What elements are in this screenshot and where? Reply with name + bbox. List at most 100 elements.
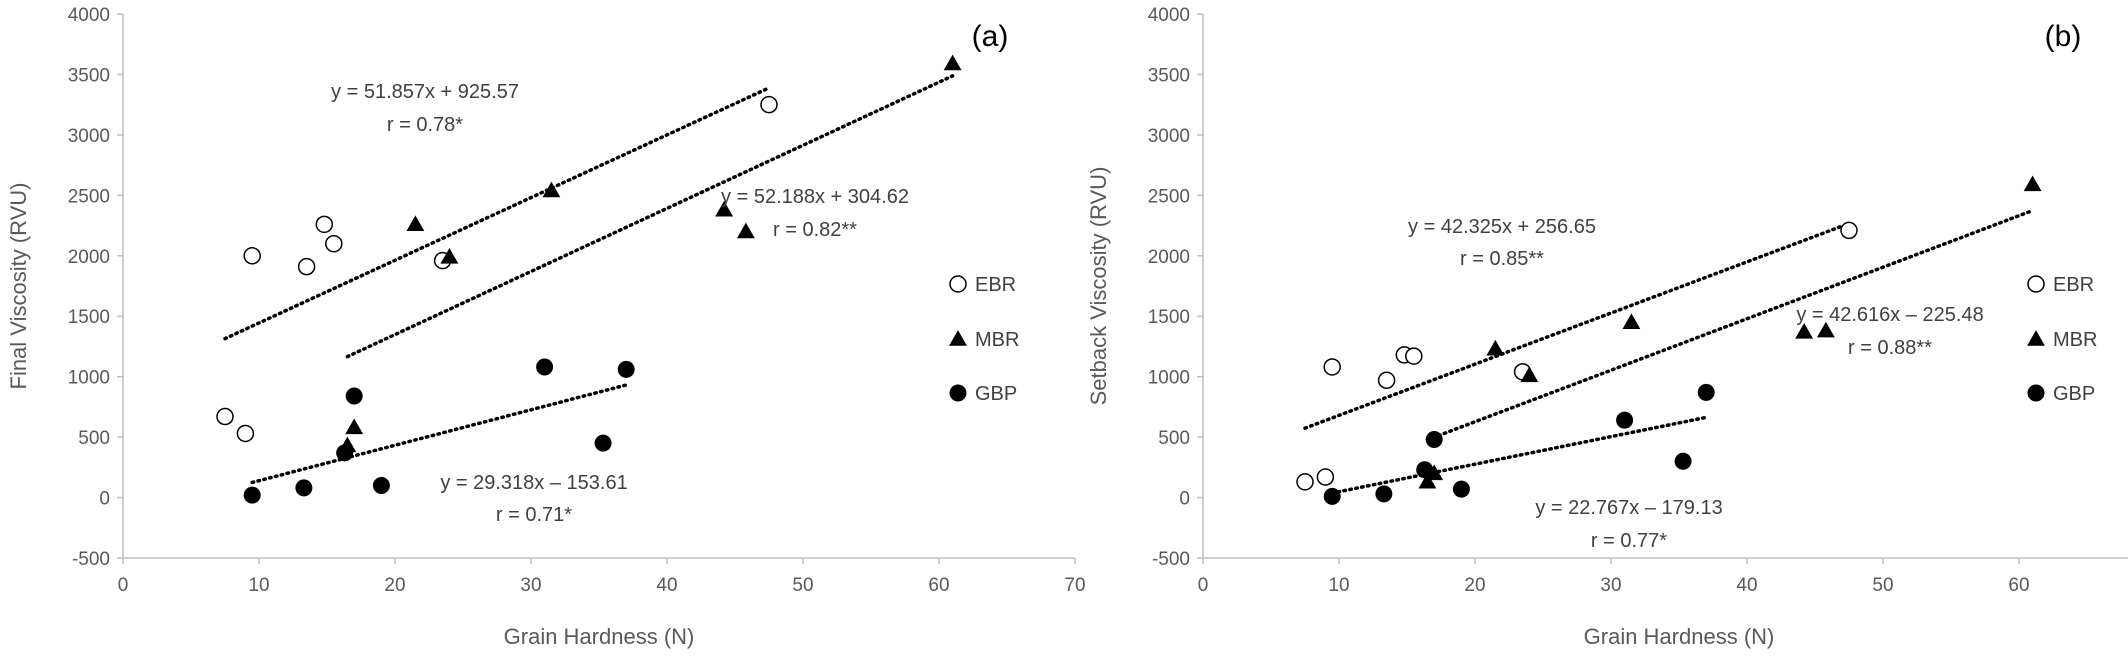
x-tick-label: 70 (1064, 575, 1085, 596)
data-point-ebr (1323, 358, 1341, 376)
data-point-gbp (1674, 452, 1692, 470)
chart-panel-a: -500 0 500 1000 1500 2000 2500 3000 3500 4000 0 10 2… (6, 5, 1086, 649)
trend-r-mbr: r = 0.82** (773, 219, 857, 241)
data-point-mbr (406, 215, 425, 232)
data-point-gbp (1323, 487, 1341, 505)
y-tick-label: 3500 (1148, 65, 1190, 86)
data-point-mbr (440, 248, 459, 264)
y-tick-label: 1000 (68, 368, 110, 389)
trendline-gbp (250, 383, 628, 485)
data-point-gbp (1375, 485, 1393, 503)
data-point-ebr (243, 247, 261, 265)
x-tick-label: 40 (1736, 575, 1757, 596)
y-tick-label: 2000 (1148, 247, 1190, 268)
legend-item-gbp: GBP (949, 383, 1017, 405)
x-tick-label: 10 (1328, 575, 1349, 596)
data-point-ebr (1316, 468, 1335, 486)
data-point-mbr (1486, 339, 1505, 356)
legend-marker-gbp (949, 384, 967, 402)
legend-label-gbp: GBP (975, 383, 1017, 405)
data-point-ebr (760, 95, 778, 114)
data-point-gbp (617, 360, 635, 378)
panel-label: (b) (2045, 20, 2082, 53)
x-tick-label: 60 (928, 575, 949, 596)
series-mbr: y = 52.188x + 304.62 r = 0.82** (338, 54, 962, 453)
y-axis-title: Setback Viscosity (RVU) (1086, 167, 1111, 406)
data-point-mbr (1418, 472, 1437, 489)
trendline-ebr (223, 86, 771, 341)
data-point-mbr (1520, 366, 1539, 383)
data-point-ebr (1296, 473, 1314, 491)
data-point-gbp (1452, 480, 1470, 498)
x-tick-label: 30 (1600, 575, 1621, 596)
y-tick-label: 2500 (1148, 186, 1190, 207)
trend-equation-gbp: y = 22.767x – 179.13 (1535, 497, 1722, 519)
data-point-ebr (315, 215, 334, 234)
y-tick-label: 0 (99, 489, 110, 510)
data-point-gbp (345, 387, 363, 405)
data-point-mbr (1795, 323, 1814, 339)
x-tick-label: 40 (656, 575, 677, 596)
legend-marker-mbr (2027, 330, 2045, 346)
series-gbp: y = 22.767x – 179.13 r = 0.77* (1323, 383, 1723, 552)
trend-r-gbp: r = 0.77* (1591, 530, 1667, 552)
x-axis-title: Grain Hardness (N) (504, 624, 695, 649)
legend-item-ebr: EBR (2027, 274, 2094, 296)
y-tick-label: 500 (1158, 428, 1190, 449)
legend-marker-ebr (2027, 275, 2045, 293)
trendline-ebr (1303, 221, 1851, 430)
data-point-mbr (345, 418, 364, 435)
x-tick-label: 60 (2008, 575, 2029, 596)
x-tick-label: 50 (1872, 575, 1893, 596)
data-point-gbp (1697, 383, 1715, 401)
legend-marker-ebr (949, 275, 967, 293)
data-point-gbp (1416, 461, 1434, 479)
x-tick-label: 0 (118, 575, 129, 596)
y-tick-label: 3500 (68, 65, 110, 86)
data-point-gbp (594, 434, 612, 452)
trend-equation-ebr: y = 51.857x + 925.57 (331, 81, 519, 103)
x-tick-label: 0 (1198, 575, 1209, 596)
legend-marker-mbr (949, 330, 967, 346)
trend-equation-mbr: y = 42.616x – 225.48 (1796, 304, 1983, 326)
data-point-ebr (1377, 371, 1396, 390)
x-tick-label: 30 (520, 575, 541, 596)
legend-label-ebr: EBR (2053, 274, 2094, 296)
trend-equation-gbp: y = 29.318x – 153.61 (440, 472, 627, 494)
data-point-mbr (542, 181, 561, 198)
y-tick-label: 3000 (1148, 126, 1190, 147)
data-point-ebr (297, 257, 316, 276)
legend-label-gbp: GBP (2053, 383, 2095, 405)
legend-item-mbr: MBR (2027, 329, 2097, 351)
data-point-gbp (372, 476, 390, 494)
panel-label: (a) (972, 20, 1009, 53)
data-point-mbr (2023, 175, 2042, 192)
data-point-ebr (325, 234, 343, 253)
y-tick-label: 4000 (68, 5, 110, 26)
legend-item-gbp: GBP (2027, 383, 2095, 405)
legend-item-mbr: MBR (949, 329, 1019, 351)
y-tick-label: 2500 (68, 186, 110, 207)
y-tick-label: 1500 (1148, 307, 1190, 328)
chart-panel-b: -500 0 500 1000 1500 2000 2500 3000 3500 4000 0 10 2… (1086, 5, 2128, 649)
data-point-mbr (736, 222, 755, 239)
trend-equation-mbr: y = 52.188x + 304.62 (721, 186, 909, 208)
y-tick-label: 2000 (68, 247, 110, 268)
data-point-gbp (295, 479, 313, 497)
data-point-mbr (1816, 321, 1835, 338)
y-tick-label: -500 (72, 549, 110, 570)
trendline-mbr (1425, 208, 2035, 442)
trend-equation-ebr: y = 42.325x + 256.65 (1408, 216, 1596, 238)
series-ebr: y = 51.857x + 925.57 r = 0.78* (216, 81, 778, 443)
series-mbr: y = 42.616x – 225.48 r = 0.88** (1418, 175, 2042, 489)
y-tick-label: 500 (78, 428, 110, 449)
legend-item-ebr: EBR (949, 274, 1016, 296)
x-tick-label: 10 (248, 575, 269, 596)
data-point-ebr (1405, 347, 1423, 365)
x-tick-label: 50 (792, 575, 813, 596)
legend-label-mbr: MBR (2053, 329, 2097, 351)
y-tick-label: 4000 (1148, 5, 1190, 26)
legend-marker-gbp (2027, 384, 2045, 402)
trend-r-gbp: r = 0.71* (496, 504, 572, 526)
